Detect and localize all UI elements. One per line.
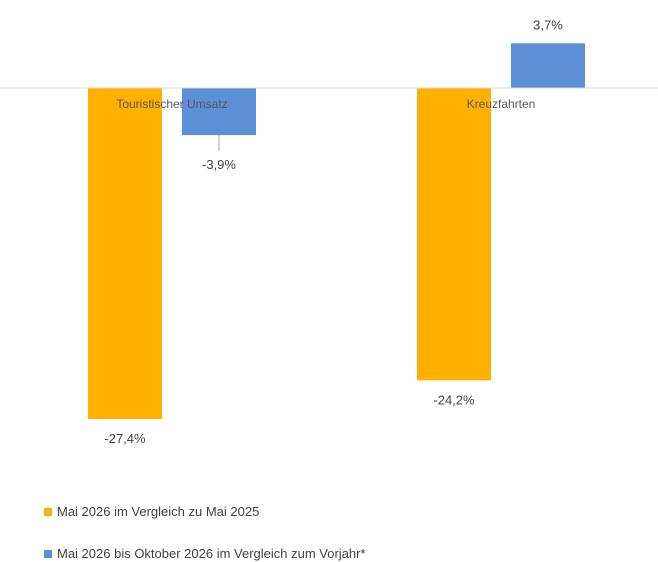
legend-item-series-2: Mai 2026 bis Oktober 2026 im Vergleich z…: [44, 546, 366, 561]
legend-swatch-series-1: [44, 507, 52, 516]
bar-series-2-1: [511, 43, 585, 88]
legend-item-series-1: Mai 2026 im Vergleich zu Mai 2025: [44, 504, 259, 519]
bar-series-2-0: [182, 88, 256, 136]
data-label-series-1-0: -27,4%: [104, 431, 146, 446]
category-label-0: Touristischer Umsatz: [116, 97, 227, 111]
data-label-series-2-0: -3,9%: [202, 157, 236, 172]
bar-series-1-0: [88, 88, 162, 419]
data-label-series-1-1: -24,2%: [433, 392, 475, 407]
category-label-1: Kreuzfahrten: [467, 97, 536, 111]
legend-label-series-2: Mai 2026 bis Oktober 2026 im Vergleich z…: [57, 546, 366, 561]
data-label-series-2-1: 3,7%: [533, 17, 563, 32]
legend-swatch-series-2: [44, 549, 52, 558]
bar-series-1-1: [417, 88, 491, 381]
bar-chart: -27,4% -24,2% -3,9% 3,7% Touristischer Umsat…: [0, 17, 658, 446]
legend-label-series-1: Mai 2026 im Vergleich zu Mai 2025: [57, 504, 260, 519]
